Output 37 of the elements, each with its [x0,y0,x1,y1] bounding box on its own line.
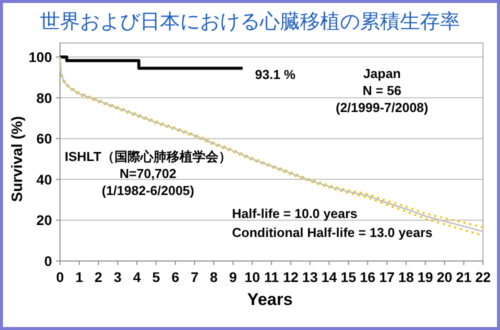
x-tick-label: 2 [94,269,103,285]
x-tick-label: 15 [340,269,356,285]
x-tick-label: 7 [190,269,199,285]
x-tick-label: 8 [210,269,218,285]
x-tick-label: 11 [264,269,280,285]
y-tick-label: 0 [44,253,52,269]
annotation: Conditional Half-life = 13.0 years [232,225,432,240]
x-tick-label: 22 [475,269,491,285]
x-tick-label: 17 [379,269,395,285]
chart-title: 世界および日本における心臓移植の累積生存率 [40,11,460,33]
x-tick-label: 4 [133,269,142,285]
y-tick-label: 60 [36,130,52,147]
x-axis-title: Years [247,290,293,309]
annotation: 93.1 % [255,67,296,82]
x-tick-label: 9 [229,269,238,285]
y-tick-label: 20 [36,212,52,228]
annotation: Japan N = 56 (2/1999-7/2008) [336,66,428,115]
y-axis-title: Survival (%) [9,116,26,202]
x-tick-label: 12 [282,269,299,285]
x-tick-label: 10 [244,269,260,285]
y-tick-label: 40 [36,171,52,188]
x-tick-label: 20 [436,269,453,285]
x-tick-label: 6 [171,269,180,285]
x-tick-label: 13 [302,269,318,285]
y-tick-label: 100 [28,49,52,65]
x-tick-label: 18 [398,269,414,285]
x-tick-label: 5 [152,269,160,285]
x-tick-label: 1 [75,269,84,285]
annotation: Half-life = 10.0 years [232,206,358,221]
y-tick-label: 80 [36,90,52,106]
x-tick-label: 0 [56,269,64,285]
annotation: ISHLT（国際心肺移植学会） N=70,702 (1/1982-6/2005) [64,149,232,198]
x-tick-label: 14 [321,269,338,285]
x-tick-label: 3 [114,269,122,285]
x-tick-label: 21 [456,269,472,285]
x-tick-label: 16 [360,269,376,285]
x-tick-label: 19 [418,269,434,285]
